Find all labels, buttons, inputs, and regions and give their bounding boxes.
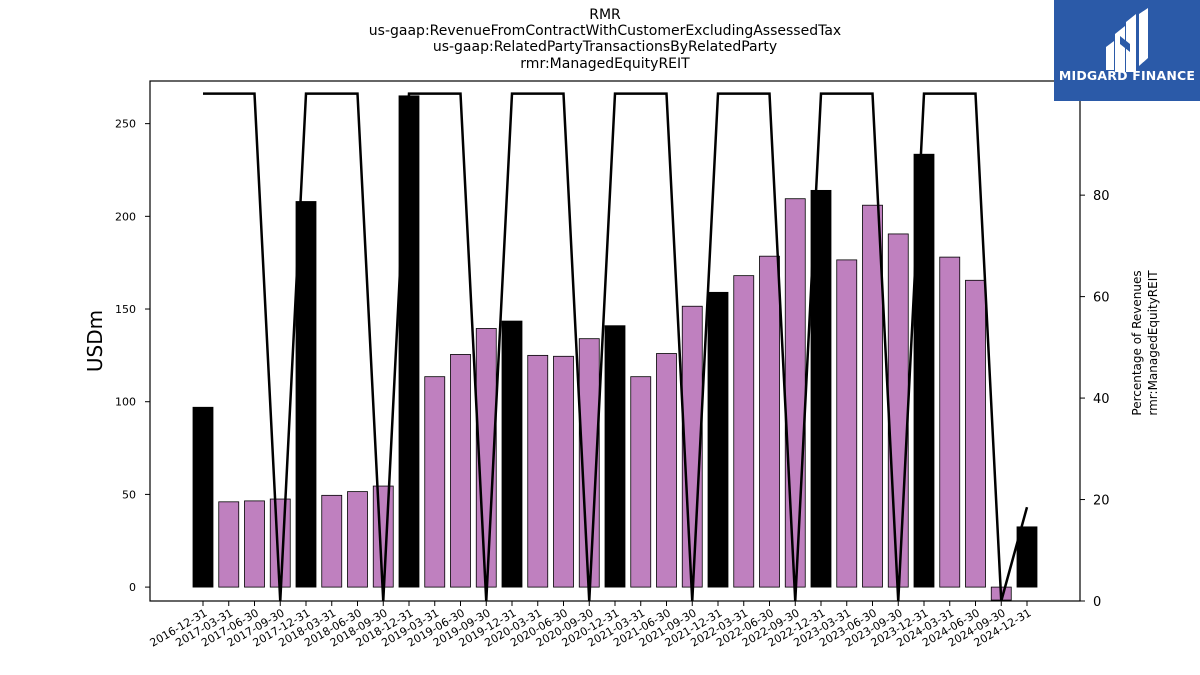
bar	[372, 485, 394, 588]
bar	[887, 233, 909, 588]
bar	[810, 189, 832, 588]
bar	[450, 354, 471, 588]
bar	[218, 501, 240, 588]
bar	[347, 491, 368, 588]
y-tick-label: 0	[129, 581, 136, 594]
y-tick-label: 200	[115, 210, 136, 223]
bar	[862, 204, 883, 588]
bar	[656, 353, 677, 588]
bar	[553, 355, 574, 588]
bar	[295, 201, 317, 588]
bar	[604, 325, 626, 588]
bar	[630, 376, 652, 588]
y2-tick-label: 40	[1093, 392, 1110, 407]
bar	[321, 494, 343, 588]
y-tick-label: 50	[122, 488, 136, 501]
y2-tick-label: 0	[1093, 595, 1101, 610]
midgard-logo-text: MIDGARD FINANCE	[1058, 68, 1196, 83]
bar	[398, 95, 420, 588]
midgard-logo: MIDGARD FINANCE	[1054, 0, 1200, 101]
bar	[269, 498, 291, 588]
bar	[836, 259, 858, 588]
chart-title-line-4: rmr:ManagedEquityREIT	[520, 56, 690, 72]
bar	[733, 275, 755, 588]
y2-tick-label: 20	[1093, 494, 1110, 509]
bar	[192, 406, 214, 588]
y2-axis-label: rmr:ManagedEquityREIT	[1146, 270, 1160, 416]
bar	[244, 500, 265, 588]
bar	[424, 376, 446, 588]
bar	[939, 256, 961, 588]
bar	[527, 354, 549, 588]
chart-title-line-1: RMR	[589, 7, 621, 23]
y2-tick-label: 60	[1093, 291, 1110, 306]
y-tick-label: 250	[115, 118, 136, 131]
y-tick-label: 150	[115, 303, 136, 316]
bar	[965, 279, 986, 588]
bar	[1016, 526, 1038, 588]
y-axis-label: USDm	[83, 310, 107, 372]
y2-axis-label: Percentage of Revenues	[1130, 270, 1144, 415]
bar	[784, 198, 806, 588]
bar	[707, 291, 729, 588]
midgard-logo-icon	[1106, 8, 1148, 72]
y-tick-label: 100	[115, 396, 136, 409]
chart-title-line-3: us-gaap:RelatedPartyTransactionsByRelate…	[432, 39, 778, 55]
bar	[913, 153, 935, 588]
chart-title-line-2: us-gaap:RevenueFromContractWithCustomerE…	[368, 23, 842, 39]
bar	[501, 320, 523, 588]
percentage-line	[203, 92, 1029, 602]
bar	[759, 255, 780, 588]
y2-tick-label: 80	[1093, 189, 1110, 204]
